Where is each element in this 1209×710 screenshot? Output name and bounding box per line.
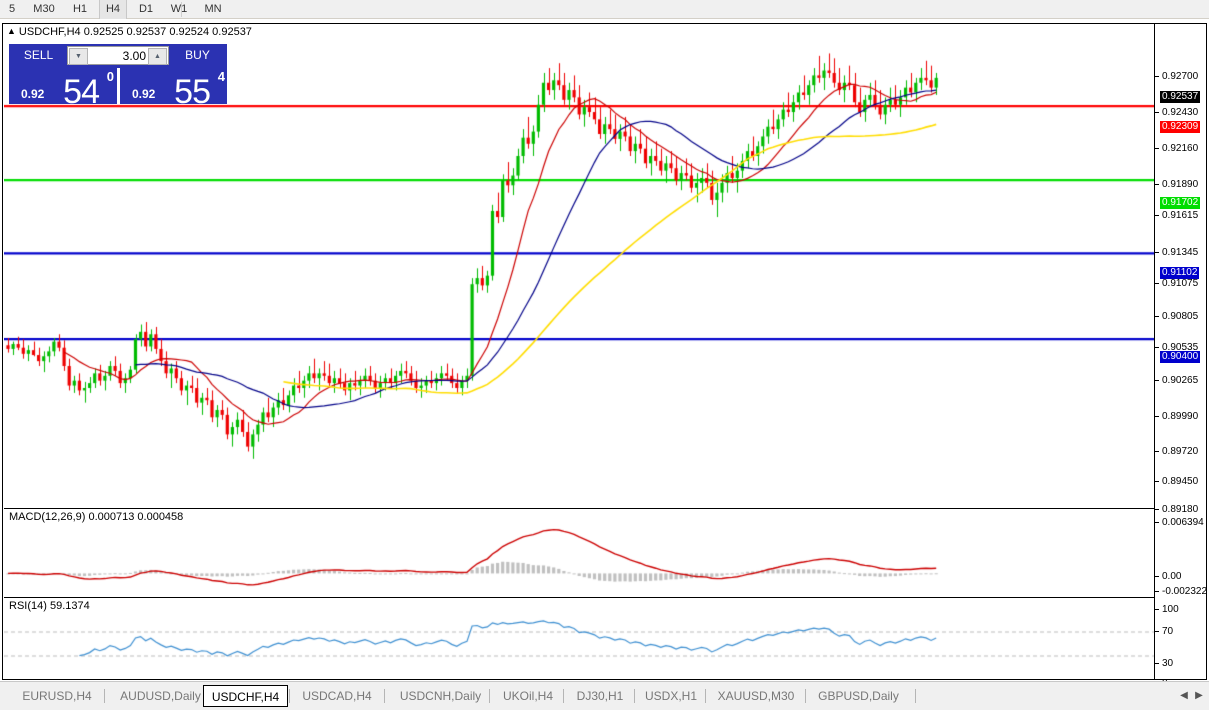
timeframe-h1[interactable]: H1 [72, 3, 88, 15]
candlestick-canvas [4, 40, 1154, 504]
scale-tick [1155, 591, 1159, 592]
scale-tick [1155, 522, 1159, 523]
price-tag[interactable]: 0.92309 [1160, 121, 1201, 133]
chart-tab-ukoil-h4[interactable]: UKOil,H4 [502, 689, 553, 703]
tab-separator [289, 689, 290, 703]
timeframe-d1[interactable]: D1 [138, 3, 154, 15]
chart-header: ▲ USDCHF,H4 0.92525 0.92537 0.92524 0.925… [7, 26, 252, 39]
chart-window: ▲ USDCHF,H4 0.92525 0.92537 0.92524 0.925… [2, 23, 1208, 689]
scale-tick [1155, 215, 1159, 216]
macd-canvas [4, 509, 1154, 597]
price-label: 0.92700 [1162, 71, 1199, 82]
scale-tick [1155, 380, 1159, 381]
price-label: 0.90805 [1162, 311, 1199, 322]
chart-tab-bar: EURUSD,H4 AUDUSD,Daily USDCHF,H4 USDCAD,H4 U… [0, 681, 1209, 710]
price-tag[interactable]: 0.91702 [1160, 197, 1201, 209]
scale-tick [1155, 252, 1159, 253]
chart-tab-audusd-daily[interactable]: AUDUSD,Daily [120, 689, 201, 703]
chart-tab-eurusd-h4[interactable]: EURUSD,H4 [22, 689, 92, 703]
scale-tick [1155, 76, 1159, 77]
price-label: 70 [1162, 626, 1174, 637]
scale-tick [1155, 451, 1159, 452]
price-label: 0.92430 [1162, 107, 1199, 118]
scale-tick [1155, 481, 1159, 482]
price-label: 0.89720 [1162, 446, 1199, 457]
scale-tick [1155, 509, 1159, 510]
price-label: 0.91345 [1162, 247, 1199, 258]
price-tag[interactable]: 0.91102 [1160, 267, 1200, 279]
scale-tick [1155, 609, 1159, 610]
price-label: 0.91615 [1162, 210, 1199, 221]
rsi-pane[interactable]: RSI(14) 59.1374 [4, 597, 1154, 680]
timeframe-w1[interactable]: W1 [170, 3, 188, 15]
price-label: 30 [1162, 658, 1174, 669]
tab-separator [705, 689, 706, 703]
tab-separator [563, 689, 564, 703]
chart-tab-usdcad-h4[interactable]: USDCAD,H4 [302, 689, 372, 703]
tab-separator [915, 689, 916, 703]
chart-tab-xauusd-m30[interactable]: XAUUSD,M30 [717, 689, 795, 703]
tab-scroll-right-button[interactable]: ▶ [1195, 690, 1203, 701]
price-label: 100 [1162, 604, 1179, 615]
price-label: -0.002322 [1162, 586, 1208, 597]
tab-separator [104, 689, 105, 703]
timeframe-m30[interactable]: M30 [33, 3, 55, 15]
timeframe-toolbar: 5 M30 H1 H4 D1 W1 MN [0, 0, 1209, 19]
scale-tick [1155, 112, 1159, 113]
timeframe-mn[interactable]: MN [204, 3, 222, 15]
scale-tick [1155, 316, 1159, 317]
price-label: 0.89180 [1162, 504, 1199, 515]
price-label: 0.90265 [1162, 375, 1199, 386]
rsi-label: RSI(14) 59.1374 [9, 600, 90, 612]
scale-tick [1155, 416, 1159, 417]
price-tag[interactable]: 0.90400 [1160, 351, 1201, 363]
rsi-canvas [4, 598, 1154, 680]
price-label: 0.89450 [1162, 476, 1199, 487]
scale-tick [1155, 283, 1159, 284]
price-label: 0.91890 [1162, 179, 1199, 190]
price-scale[interactable]: 0.92700 0.92430 0.92160 0.91890 0.91615 0.913… [1154, 24, 1208, 689]
tab-separator [805, 689, 806, 703]
price-label: 0.00 [1162, 571, 1182, 582]
price-label: 0.91075 [1162, 278, 1199, 289]
price-tag[interactable]: 0.92537 [1160, 91, 1201, 103]
price-label: 0.006394 [1162, 517, 1204, 528]
price-chart-pane[interactable] [4, 40, 1154, 504]
tab-separator [384, 689, 385, 703]
scale-tick [1155, 184, 1159, 185]
scale-tick [1155, 347, 1159, 348]
toolbar-separator [181, 2, 182, 17]
collapse-arrow-icon[interactable]: ▲ [7, 26, 16, 36]
scale-tick [1155, 631, 1159, 632]
price-label: 0.89990 [1162, 411, 1199, 422]
price-label: 0.92160 [1162, 143, 1199, 154]
chart-tab-usdx-h1[interactable]: USDX,H1 [644, 689, 697, 703]
chart-tab-usdcnh-daily[interactable]: USDCNH,Daily [399, 689, 482, 703]
tab-separator [634, 689, 635, 703]
chart-tab-gbpusd-daily[interactable]: GBPUSD,Daily [818, 689, 899, 703]
tab-scroll-left-button[interactable]: ◀ [1180, 690, 1188, 701]
timeframe-h4[interactable]: H4 [99, 0, 127, 19]
macd-pane[interactable]: MACD(12,26,9) 0.000713 0.000458 [4, 508, 1154, 597]
chart-tab-usdchf-h4[interactable]: USDCHF,H4 [203, 685, 288, 707]
timeframe-5[interactable]: 5 [8, 3, 16, 15]
scale-tick [1155, 148, 1159, 149]
chart-tab-dj30-h1[interactable]: DJ30,H1 [576, 689, 624, 703]
macd-label: MACD(12,26,9) 0.000713 0.000458 [9, 511, 184, 523]
scale-tick [1155, 663, 1159, 664]
price-label: 0.90535 [1162, 342, 1199, 353]
scale-tick [1155, 576, 1159, 577]
chart-header-text: USDCHF,H4 0.92525 0.92537 0.92524 0.9253… [18, 26, 252, 38]
tab-separator [489, 689, 490, 703]
